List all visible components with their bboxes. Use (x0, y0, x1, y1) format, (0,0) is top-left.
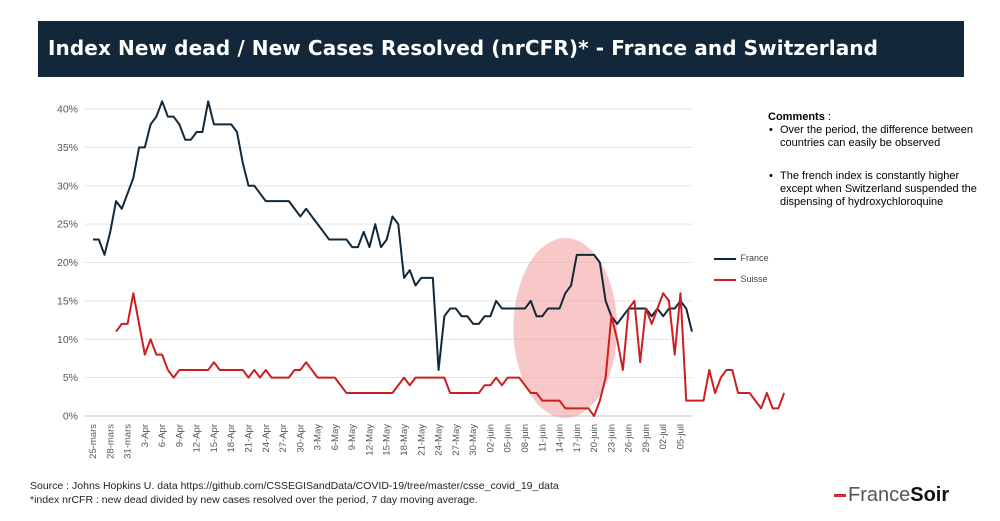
x-tick-label: 11-juin (537, 424, 548, 452)
x-axis-ticks: 25-mars 28-mars 31-mars 3-Apr 6-Apr 9-Apr 12-A… (88, 424, 686, 459)
y-tick-label: 30% (57, 180, 78, 192)
comments-heading: Comments (768, 111, 825, 123)
y-tick-label: 0% (63, 411, 78, 423)
highlight-ellipse (513, 238, 618, 418)
x-tick-label: 05-juin (503, 424, 514, 453)
legend-france-label: France (740, 253, 769, 263)
x-tick-label: 17-juin (572, 424, 583, 453)
index-definition-note: *index nrCFR : new dead divided by new c… (30, 494, 478, 506)
comment-item: • The french index is constantly higher e… (768, 170, 978, 209)
x-tick-label: 20-juin (589, 424, 600, 453)
x-tick-label: 02-juil (658, 424, 669, 449)
x-tick-label: 27-Apr (278, 424, 289, 453)
x-tick-label: 08-juin (520, 424, 531, 453)
x-tick-label: 9-May (347, 424, 358, 451)
y-tick-label: 10% (57, 334, 78, 346)
title-banner: Index New dead / New Cases Resolved (nrC… (38, 21, 964, 77)
y-tick-label: 40% (57, 104, 78, 116)
series-line-france (93, 100, 693, 371)
x-tick-label: 02-juin (485, 424, 496, 453)
y-tick-label: 25% (57, 219, 78, 231)
francesoir-logo: FranceSoir (834, 484, 949, 507)
x-tick-label: 24-May (434, 424, 445, 456)
y-tick-label: 20% (57, 257, 78, 269)
comments-list: • Over the period, the difference between… (768, 124, 978, 209)
x-tick-label: 24-Apr (261, 424, 272, 453)
annotation-layer (513, 238, 618, 418)
x-tick-label: 3-Apr (140, 424, 151, 447)
comment-text: The french index is constantly higher ex… (780, 170, 977, 208)
x-tick-label: 3-May (313, 424, 324, 451)
y-tick-label: 35% (57, 142, 78, 154)
legend-suisse-swatch (714, 278, 736, 281)
x-tick-label: 14-juin (555, 424, 566, 453)
x-tick-label: 15-May (382, 424, 393, 456)
x-tick-label: 25-mars (88, 424, 99, 459)
legend-france-swatch (714, 257, 736, 260)
comments-heading-row: Comments : (768, 111, 978, 124)
x-tick-label: 6-Apr (157, 424, 168, 447)
x-tick-label: 28-mars (105, 424, 116, 459)
source-note: Source : Johns Hopkins U. data https://g… (30, 480, 559, 492)
x-tick-label: 29-juin (641, 424, 652, 453)
bullet-icon: • (769, 124, 773, 136)
x-tick-label: 31-mars (123, 424, 134, 459)
x-tick-label: 12-Apr (192, 424, 203, 453)
x-tick-label: 18-Apr (226, 424, 237, 453)
comments-heading-colon: : (824, 111, 831, 123)
series-line-suisse (115, 292, 786, 417)
logo-text-france: France (848, 484, 911, 506)
x-tick-label: 23-juin (606, 424, 617, 453)
y-tick-label: 15% (57, 295, 78, 307)
x-tick-label: 15-Apr (209, 424, 220, 453)
legend-suisse: Suisse (714, 274, 768, 284)
legend-france: France (714, 253, 769, 263)
x-tick-label: 21-May (416, 424, 427, 456)
legend-suisse-label: Suisse (740, 274, 768, 284)
comments-panel: Comments : • Over the period, the differe… (768, 111, 978, 229)
x-tick-label: 9-Apr (174, 424, 185, 447)
x-tick-label: 30-May (468, 424, 479, 456)
bullet-icon: • (769, 170, 773, 182)
x-tick-label: 27-May (451, 424, 462, 456)
comment-item: • Over the period, the difference between… (768, 124, 978, 150)
series-layer (93, 100, 786, 417)
x-tick-label: 6-May (330, 424, 341, 451)
x-tick-label: 18-May (399, 424, 410, 456)
comment-text: Over the period, the difference between … (780, 124, 974, 149)
x-tick-label: 30-Apr (295, 424, 306, 453)
chart-title: Index New dead / New Cases Resolved (nrC… (48, 36, 879, 60)
y-tick-label: 5% (63, 372, 78, 384)
logo-text-soir: Soir (910, 484, 950, 506)
y-axis-ticks: 0% 5% 10% 15% 20% 25% 30% 35% 40% (57, 104, 78, 423)
logo-dash-icon (834, 494, 846, 498)
x-tick-label: 05-juil (675, 424, 686, 449)
x-tick-label: 12-May (364, 424, 375, 456)
x-tick-label: 21-Apr (244, 424, 255, 453)
x-tick-label: 26-juin (624, 424, 635, 453)
